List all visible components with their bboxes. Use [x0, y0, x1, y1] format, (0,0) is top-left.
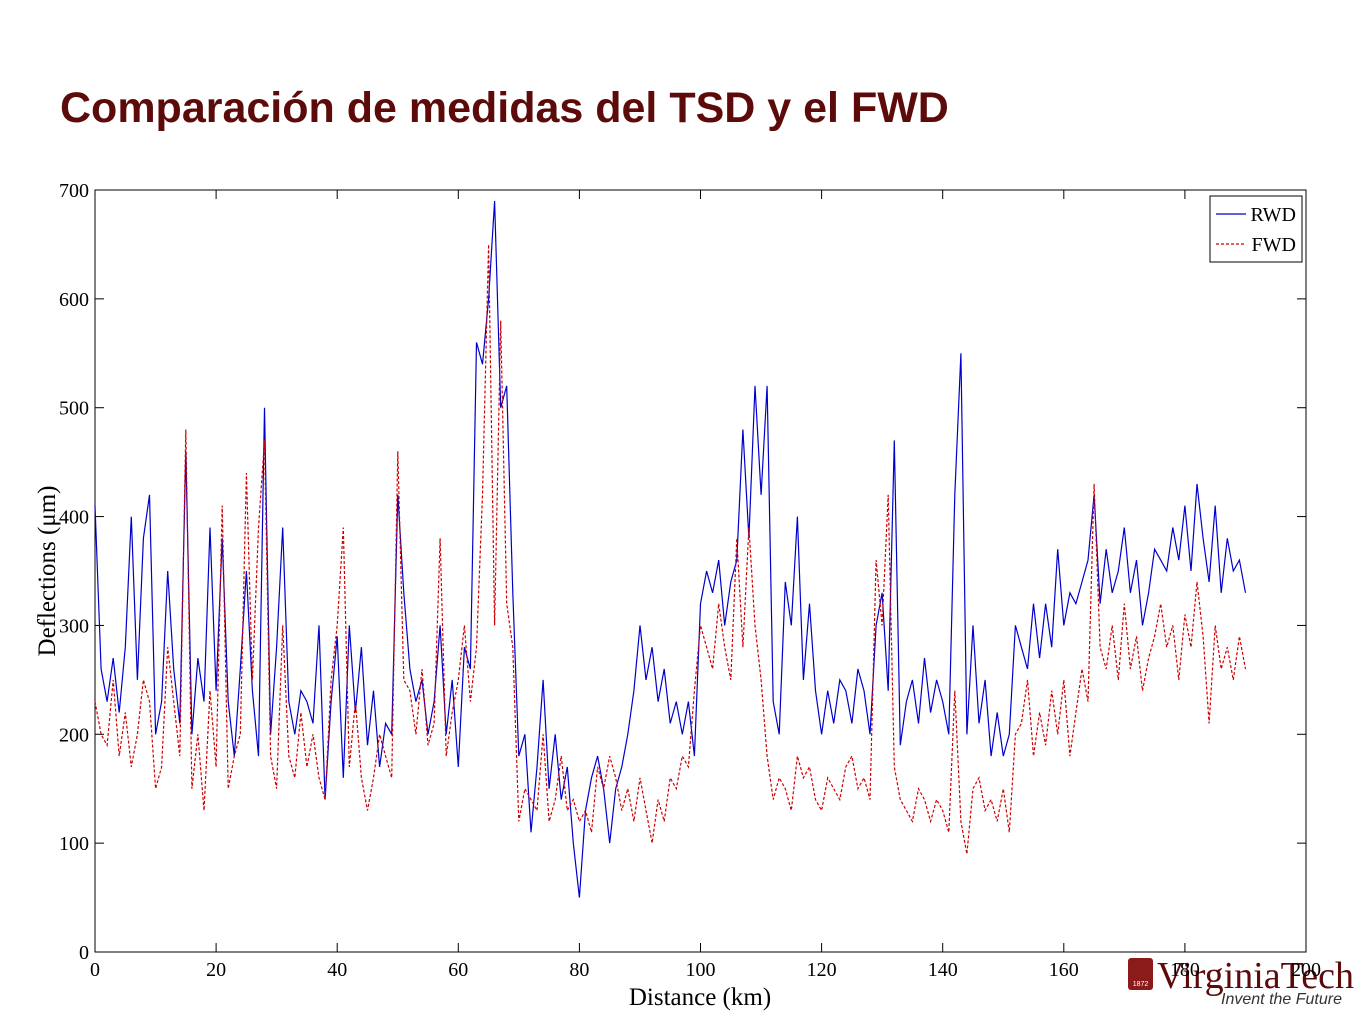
legend-label: RWD	[1250, 204, 1296, 226]
y-tick-label: 300	[59, 615, 89, 637]
x-axis-label: Distance (km)	[629, 984, 771, 1011]
legend-label: FWD	[1252, 234, 1296, 256]
legend: RWD FWD	[1209, 195, 1303, 263]
y-tick-label: 500	[59, 398, 89, 420]
y-tick-label: 400	[59, 507, 89, 529]
logo-year: 1872	[1133, 981, 1149, 988]
x-tick-label: 0	[90, 959, 100, 981]
logo-name: VirginiaTech	[1157, 955, 1354, 997]
x-tick-label: 80	[569, 959, 589, 981]
y-tick-label: 700	[59, 180, 89, 202]
series-line	[94, 200, 1247, 898]
x-tick-label: 200	[1291, 959, 1321, 981]
logo-shield	[1128, 958, 1153, 990]
x-tick-label: 160	[1049, 959, 1079, 981]
legend-box	[1209, 195, 1303, 263]
logo: 1872 VirginiaTech Invent the Future	[1128, 955, 1354, 1008]
x-tick-label: 140	[928, 959, 958, 981]
y-tick-label: 200	[59, 724, 89, 746]
x-tick-label: 40	[327, 959, 347, 981]
y-tick-label: 100	[59, 833, 89, 855]
x-tick-label: 60	[448, 959, 468, 981]
logo-tagline: Invent the Future	[1221, 991, 1342, 1008]
x-tick-label: 180	[1170, 959, 1200, 981]
y-tick-label: 0	[79, 942, 89, 964]
x-tick-label: 120	[807, 959, 837, 981]
y-axis-label: Deflections (μm)	[34, 486, 61, 657]
series-line	[94, 244, 1247, 855]
x-tick-label: 100	[686, 959, 716, 981]
x-tick-label: 20	[206, 959, 226, 981]
plot-frame	[94, 189, 1307, 953]
slide-title: Comparación de medidas del TSD y el FWD	[60, 84, 949, 132]
y-tick-label: 600	[59, 289, 89, 311]
